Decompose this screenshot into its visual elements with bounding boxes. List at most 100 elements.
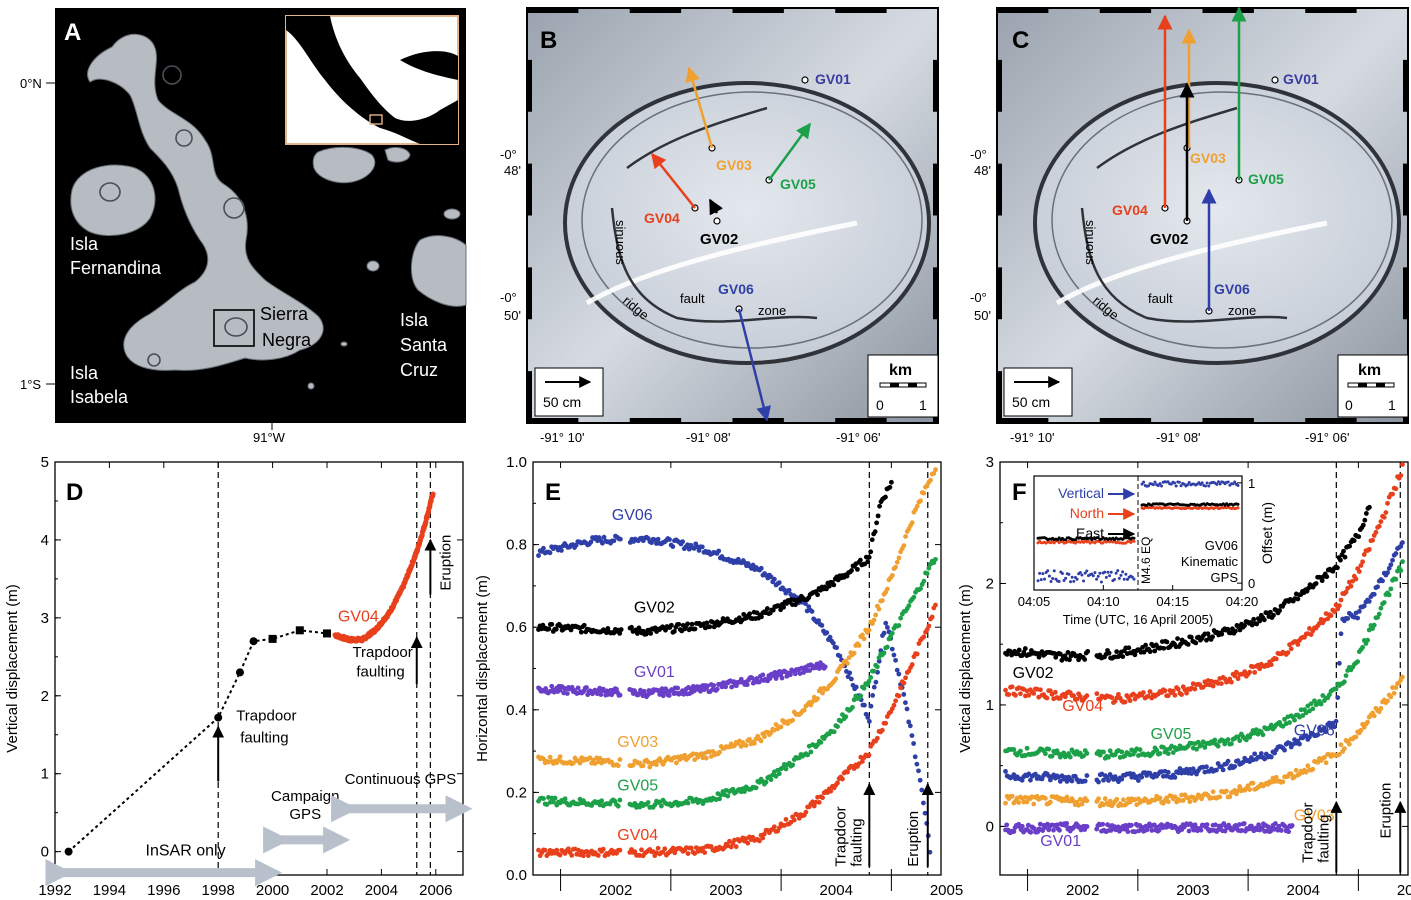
data-point-gv04 [1268, 662, 1274, 668]
data-point-gv04 [1390, 491, 1395, 497]
data-point-gv05 [1107, 748, 1113, 754]
data-point-gv05 [881, 650, 887, 656]
data-point-gv01 [1132, 829, 1138, 835]
data-point-gv06 [1232, 764, 1238, 769]
inset-point-vertical [1091, 574, 1095, 578]
data-point-gv02 [1210, 634, 1215, 640]
data-point-gv05 [1341, 679, 1347, 685]
data-point-gv02 [549, 621, 555, 627]
data-point-gv02 [1363, 511, 1369, 516]
data-point-gv06 [1069, 778, 1075, 784]
data-point-gv06 [922, 810, 928, 816]
data-point-gv02 [865, 559, 871, 565]
data-point-gv02 [617, 630, 623, 636]
data-point-gv05 [1371, 622, 1377, 628]
data-point-gv03 [752, 740, 757, 746]
data-point-gv06 [904, 706, 910, 712]
data-point-gv04 [1165, 693, 1171, 699]
map-frame-tick [1403, 163, 1408, 216]
data-point-gv05 [1084, 750, 1090, 756]
data-point-gv06 [1361, 603, 1367, 609]
data-point-gv03 [1009, 793, 1015, 799]
data-point-gv06 [786, 587, 792, 593]
series-gv04 [1003, 462, 1405, 705]
data-point-gv03 [790, 717, 796, 723]
data-point-gv03 [1388, 694, 1394, 700]
inset-point-vertical [1142, 480, 1146, 484]
data-point-gv04 [1366, 546, 1372, 552]
data-point-gv01 [1019, 823, 1025, 829]
data-point-gv05 [1386, 592, 1392, 598]
station-c-gv01: GV01 [1283, 71, 1319, 87]
sinuous-ridge-line [1080, 207, 1288, 323]
data-point-gv06 [803, 601, 808, 607]
data-point-gv04 [903, 675, 908, 681]
lat-b-48-deg: -0° [500, 147, 517, 162]
data-point-gv04 [1242, 669, 1248, 675]
data-point-gv05 [850, 704, 855, 710]
map-frame-tick [835, 8, 887, 13]
inset-point-vertical [1098, 571, 1102, 575]
series-label-gv06: GV06 [612, 507, 653, 524]
panel-d-letter: D [66, 479, 83, 506]
data-point-gv02 [1277, 608, 1282, 613]
inset-point-vertical [1036, 579, 1040, 583]
data-point-gv06 [921, 800, 926, 806]
data-point-gv02 [692, 626, 698, 632]
data-point-gv06 [1366, 598, 1372, 604]
label-sierra-1: Sierra [260, 304, 309, 324]
data-point-gv01 [1149, 828, 1155, 833]
data-point-gv01 [767, 676, 773, 681]
data-point-gv06 [750, 562, 756, 568]
data-point-gv02 [1152, 648, 1158, 654]
data-point-gv04 [685, 851, 691, 857]
data-point-gv06 [1388, 562, 1394, 568]
data-point-gv04 [1348, 583, 1354, 589]
y-tick-label: 3 [41, 610, 49, 627]
data-point-gv05 [1101, 749, 1106, 755]
data-point-gv01 [675, 685, 681, 691]
data-point-gv06 [896, 671, 902, 677]
data-point-gv04 [1179, 692, 1184, 697]
map-frame-tick [527, 163, 532, 216]
data-point-gv04 [1307, 625, 1312, 631]
data-point-gv03 [894, 559, 900, 565]
data-point-gv03 [1165, 799, 1171, 805]
inset-point-vertical [1187, 480, 1191, 484]
data-point-gv04 [845, 769, 850, 775]
data-point-gv02 [759, 614, 764, 620]
inset-point-vertical [1075, 577, 1079, 581]
data-point-gv06 [837, 653, 843, 659]
data-point-gv06 [588, 539, 594, 545]
data-point-gv02 [1268, 609, 1273, 615]
plot-frame [999, 461, 1409, 876]
data-point-gv05 [805, 752, 810, 758]
data-point-gv01 [1051, 827, 1056, 833]
data-point-gv06 [1385, 570, 1390, 576]
data-point-gv02 [710, 619, 716, 625]
series-gv03 [536, 467, 938, 770]
panel-f-chart: 0 1 2 3 2002 2003 2004 2005 Vertical displacemen… [957, 454, 1411, 899]
panel-b-map [526, 7, 939, 424]
data-point-gv02 [1057, 651, 1063, 657]
data-point-gv05 [1381, 600, 1387, 605]
data-point-gv04 [745, 840, 751, 846]
data-point-gv01 [617, 692, 623, 698]
data-point-gv04 [816, 799, 822, 805]
data-point-gv04 [933, 602, 938, 608]
data-point-gv06 [1003, 768, 1008, 774]
label-sierra-2: Negra [262, 330, 312, 350]
data-point-gv03 [1084, 798, 1090, 804]
data-point-gv05 [1154, 747, 1160, 753]
data-point-gv04 [1170, 688, 1176, 694]
map-frame-tick [1099, 418, 1152, 423]
data-point-gv06 [917, 777, 923, 783]
y-tick-label: 0.4 [506, 702, 527, 719]
data-point-gv06 [853, 684, 859, 690]
data-point-gv03 [570, 760, 576, 766]
data-point-gv04 [1162, 688, 1168, 694]
data-point-gv03 [1064, 794, 1070, 800]
data-point-gv02 [764, 606, 770, 611]
data-point-gv01 [1025, 822, 1031, 828]
